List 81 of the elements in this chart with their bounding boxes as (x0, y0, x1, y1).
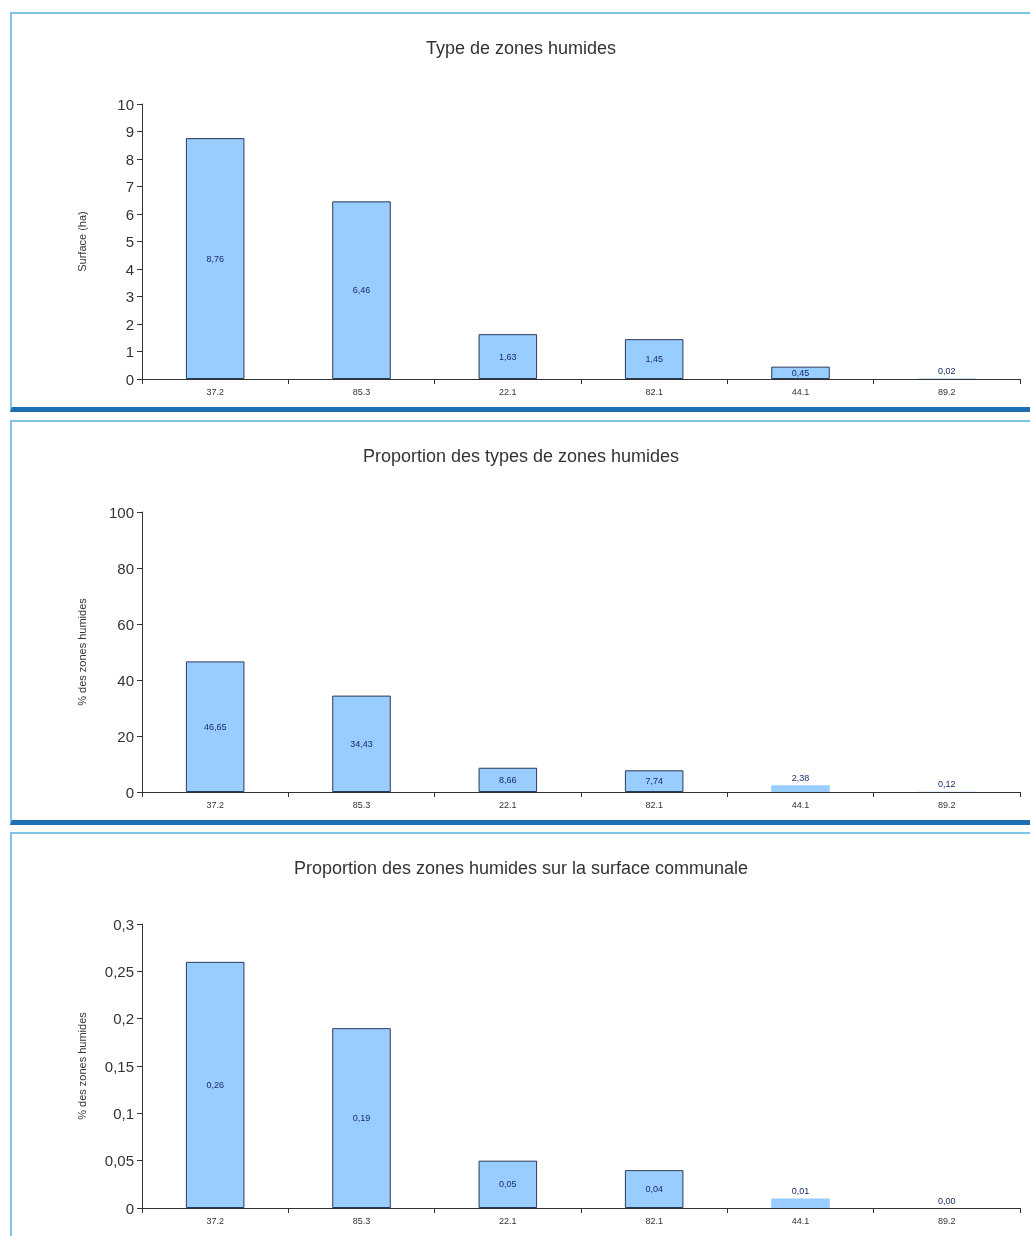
y-tick-label: 3 (125, 288, 134, 305)
y-axis-title: % des zones humides (75, 1011, 88, 1120)
data-label: 0,04 (645, 1184, 663, 1195)
data-label: 0,26 (206, 1079, 224, 1090)
x-tick-label: 89.2 (938, 1215, 956, 1226)
data-label: 34,43 (350, 738, 373, 749)
x-tick-label: 44.1 (791, 799, 810, 810)
y-tick-label: 8 (125, 150, 134, 168)
y-tick-label: 10 (117, 95, 134, 113)
y-tick-label: 6 (125, 205, 134, 223)
data-label: 0,19 (352, 1113, 371, 1124)
y-tick-label: 0 (125, 370, 134, 388)
x-tick-label: 89.2 (938, 799, 956, 810)
bar (478, 767, 538, 792)
x-tick-label: 89.2 (938, 386, 956, 397)
data-label: 0,12 (938, 779, 956, 790)
data-label: 7,74 (645, 776, 663, 787)
bar (185, 661, 245, 792)
chart-title: Proportion des types de zones humides (362, 446, 680, 466)
data-label: 0,01 (791, 1186, 810, 1197)
y-tick-label: 9 (125, 123, 134, 140)
y-tick-label: 7 (125, 178, 134, 195)
y-tick-label: 0,05 (104, 1152, 134, 1170)
x-tick-label: 85.3 (352, 386, 371, 397)
bar (624, 1170, 684, 1208)
y-tick-label: 0,2 (113, 1010, 134, 1028)
x-tick-label: 85.3 (352, 799, 371, 810)
bar (771, 1198, 830, 1208)
x-tick-label: 22.1 (499, 1215, 517, 1226)
y-tick-label: 40 (117, 671, 134, 689)
x-tick-label: 37.2 (206, 799, 224, 810)
y-tick-label: 80 (117, 559, 134, 577)
y-axis-title: Surface (ha) (75, 211, 88, 272)
y-tick-label: 20 (117, 727, 134, 745)
data-label: 0,02 (938, 365, 956, 376)
x-tick-label: 82.1 (645, 799, 663, 810)
bar (185, 138, 245, 379)
y-tick-label: 60 (117, 615, 134, 633)
data-label: 8,66 (499, 774, 517, 785)
bar (332, 201, 391, 379)
chart-title: Type de zones humides (425, 38, 617, 58)
x-tick-label: 22.1 (499, 799, 517, 810)
bar (771, 366, 830, 379)
bar (771, 785, 830, 792)
data-label: 1,63 (499, 351, 517, 362)
x-tick-label: 22.1 (499, 386, 517, 397)
data-label: 0,05 (499, 1179, 517, 1190)
y-tick-label: 0,3 (113, 915, 134, 933)
chart-title: Proportion des zones humides sur la surface communale (293, 858, 749, 878)
y-tick-label: 0,15 (104, 1057, 134, 1075)
data-label: 8,76 (206, 253, 224, 264)
bar (185, 961, 245, 1208)
y-tick-label: 1 (125, 343, 134, 360)
y-tick-label: 5 (125, 233, 134, 250)
y-tick-label: 0 (125, 783, 134, 801)
x-tick-label: 37.2 (206, 1215, 224, 1226)
y-tick-label: 4 (125, 260, 134, 278)
x-tick-label: 44.1 (791, 386, 810, 397)
x-tick-label: 82.1 (645, 386, 663, 397)
y-tick-label: 0 (125, 1199, 134, 1217)
data-label: 0,00 (938, 1195, 956, 1206)
bar (332, 695, 391, 792)
bar (478, 334, 538, 379)
x-tick-label: 85.3 (352, 1215, 371, 1226)
y-tick-label: 2 (125, 315, 134, 333)
bar (624, 339, 684, 379)
data-label: 46,65 (203, 721, 227, 732)
bar (624, 770, 684, 792)
y-tick-label: 0,1 (113, 1104, 134, 1122)
bar (478, 1160, 538, 1208)
x-tick-label: 37.2 (206, 386, 224, 397)
data-label: 6,46 (352, 285, 371, 296)
bar (332, 1028, 391, 1208)
data-label: 1,45 (645, 354, 663, 365)
data-label: 0,45 (791, 367, 810, 378)
x-tick-label: 44.1 (791, 1215, 810, 1226)
y-tick-label: 0,25 (104, 962, 134, 980)
data-label: 2,38 (791, 772, 810, 783)
y-axis-title: % des zones humides (75, 597, 88, 706)
y-tick-label: 100 (108, 503, 134, 521)
x-tick-label: 82.1 (645, 1215, 663, 1226)
